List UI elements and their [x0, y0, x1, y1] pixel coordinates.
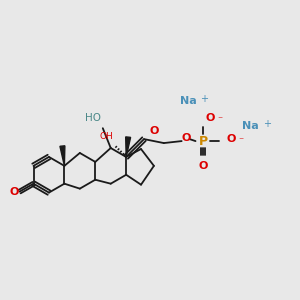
Text: O: O: [10, 187, 20, 196]
Polygon shape: [126, 137, 130, 157]
Text: +: +: [200, 94, 208, 104]
Text: +: +: [263, 119, 271, 129]
Polygon shape: [60, 146, 65, 166]
Text: O: O: [149, 126, 159, 136]
Text: O: O: [199, 161, 208, 171]
Text: OH: OH: [100, 132, 113, 141]
Text: ⁻: ⁻: [238, 136, 244, 146]
Text: O: O: [226, 134, 236, 144]
Text: Na: Na: [180, 97, 197, 106]
Text: O: O: [206, 113, 215, 123]
Text: O: O: [182, 133, 191, 143]
Text: ⁻: ⁻: [218, 115, 223, 125]
Text: HO: HO: [85, 113, 101, 123]
Text: Na: Na: [242, 121, 258, 131]
Text: P: P: [199, 135, 208, 148]
